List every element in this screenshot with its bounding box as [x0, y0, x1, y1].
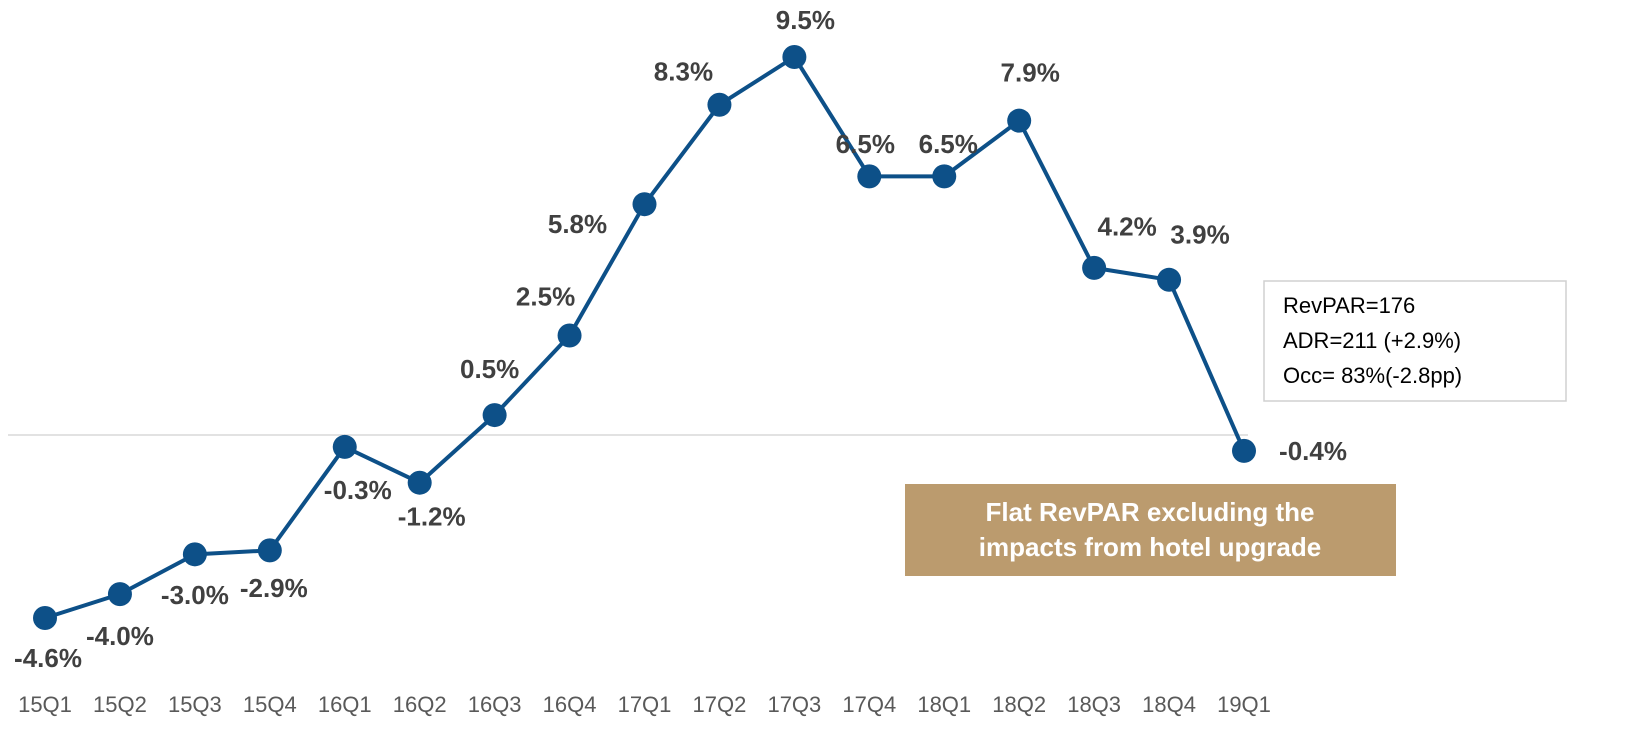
point: [1232, 438, 1256, 463]
x-tick-label: 16Q3: [468, 692, 522, 717]
point: [332, 434, 357, 459]
x-tick-label: 17Q2: [693, 692, 747, 717]
callout-line: impacts from hotel upgrade: [979, 532, 1321, 562]
point: [1157, 267, 1182, 292]
value-label: -2.9%: [240, 573, 308, 603]
value-label: 2.5%: [516, 281, 575, 311]
value-label: -0.4%: [1279, 436, 1347, 466]
value-label: 0.5%: [460, 354, 519, 384]
point: [782, 45, 807, 69]
point: [33, 606, 57, 630]
x-tick-label: 15Q4: [243, 692, 297, 717]
point: [857, 164, 882, 189]
info-box: [1263, 280, 1567, 402]
value-label: -0.3%: [324, 475, 392, 505]
point: [107, 582, 132, 607]
value-label: -3.0%: [161, 580, 229, 610]
x-tick-label: 17Q1: [618, 692, 672, 717]
point: [257, 538, 282, 563]
x-tick-label: 18Q4: [1142, 692, 1196, 717]
x-tick-label: 17Q3: [767, 692, 821, 717]
point: [632, 192, 657, 217]
x-tick-label: 16Q1: [318, 692, 372, 717]
value-label: 7.9%: [1001, 58, 1060, 88]
value-label: -4.6%: [14, 643, 82, 673]
x-tick-label: 18Q1: [917, 692, 971, 717]
x-tick-label: 17Q4: [842, 692, 896, 717]
x-tick-label: 15Q2: [93, 692, 147, 717]
value-label: 5.8%: [548, 209, 607, 239]
value-label: 6.5%: [836, 129, 895, 159]
x-tick-label: 18Q2: [992, 692, 1046, 717]
point: [557, 323, 582, 348]
value-label: 6.5%: [919, 129, 978, 159]
point: [707, 92, 732, 117]
value-label: 3.9%: [1170, 220, 1229, 250]
value-label: 9.5%: [776, 5, 835, 35]
info-line: Occ= 83%(-2.8pp): [1283, 363, 1462, 388]
x-tick-label: 18Q3: [1067, 692, 1121, 717]
value-label: 8.3%: [654, 57, 713, 87]
x-tick-label: 15Q1: [18, 692, 72, 717]
point: [182, 542, 207, 567]
point: [932, 164, 957, 189]
callout-box: [905, 484, 1396, 576]
info-line: ADR=211 (+2.9%): [1283, 328, 1461, 353]
callout-line: Flat RevPAR excluding the: [986, 497, 1315, 527]
point: [1007, 108, 1032, 133]
x-tick-label: 16Q4: [543, 692, 597, 717]
x-tick-label: 16Q2: [393, 692, 447, 717]
info-line: RevPAR=176: [1283, 293, 1415, 318]
value-label: -4.0%: [86, 621, 154, 651]
value-label: 4.2%: [1097, 212, 1156, 242]
point: [1082, 255, 1107, 280]
x-tick-label: 19Q1: [1217, 692, 1271, 717]
point: [407, 470, 432, 495]
x-tick-label: 15Q3: [168, 692, 222, 717]
point: [482, 403, 507, 428]
value-label: -1.2%: [398, 502, 466, 532]
